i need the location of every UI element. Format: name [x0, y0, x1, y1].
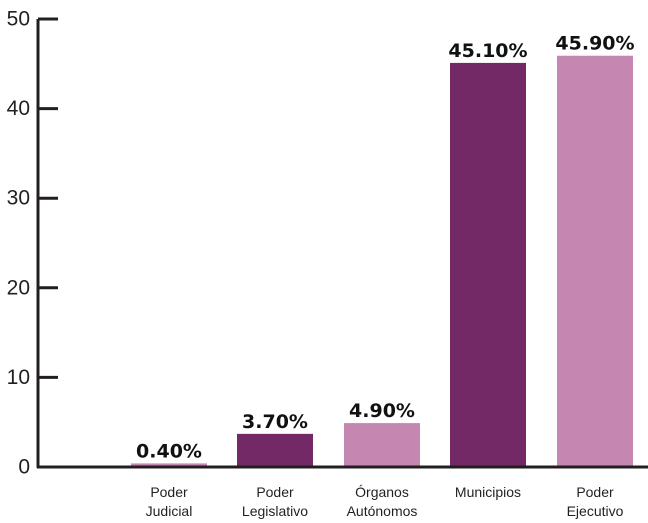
y-tick-label: 0	[18, 456, 30, 479]
bar	[450, 62, 526, 468]
bar	[557, 55, 633, 468]
bar	[344, 423, 420, 467]
y-tick-label: 10	[7, 366, 30, 389]
y-axis-ticks: 0 10 20 30 40 50	[7, 8, 58, 479]
x-tick-label: Poder Legislativo	[242, 484, 308, 519]
x-tick-label: Órganos Autónomos	[347, 484, 418, 519]
data-label: 4.90%	[349, 400, 415, 422]
data-label: 45.90%	[555, 33, 634, 55]
x-tick-label: Poder Ejecutivo	[567, 484, 624, 519]
data-label: 45.10%	[448, 40, 527, 62]
data-label: 3.70%	[242, 411, 308, 433]
y-tick-label: 40	[7, 97, 30, 120]
bar	[237, 433, 313, 467]
y-tick-label: 20	[7, 276, 30, 299]
y-tick-label: 50	[7, 8, 30, 31]
x-tick-label: Poder Judicial	[146, 484, 193, 519]
bar	[131, 463, 207, 467]
bars	[131, 55, 633, 468]
y-tick-label: 30	[7, 187, 30, 210]
data-label: 0.40%	[136, 440, 202, 462]
x-tick-label: Municipios	[455, 484, 521, 500]
data-labels: 0.40% 3.70% 4.90% 45.10% 45.90%	[136, 33, 635, 463]
category-labels: Poder Judicial Poder Legislativo Órganos Autó…	[146, 484, 624, 519]
